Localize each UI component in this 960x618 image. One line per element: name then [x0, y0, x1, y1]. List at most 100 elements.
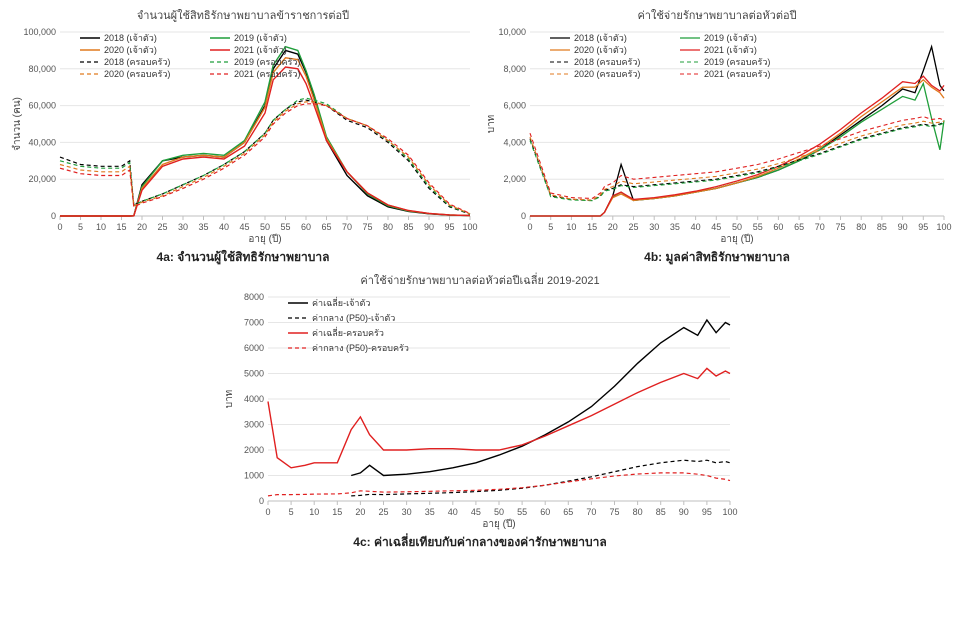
- svg-text:2019 (เจ้าตัว): 2019 (เจ้าตัว): [704, 33, 757, 43]
- svg-text:35: 35: [198, 222, 208, 232]
- svg-text:70: 70: [586, 507, 596, 517]
- svg-text:45: 45: [471, 507, 481, 517]
- svg-text:บาท: บาท: [224, 390, 235, 409]
- panel-4a: จำนวนผู้ใช้สิทธิรักษาพยาบาลข้าราชการต่อป…: [8, 6, 478, 267]
- bottom-row: ค่าใช้จ่ายรักษาพยาบาลต่อหัวต่อปีเฉลี่ย 2…: [8, 271, 952, 552]
- panel-4b: ค่าใช้จ่ายรักษาพยาบาลต่อหัวต่อปี 02,0004…: [482, 6, 952, 267]
- svg-text:8000: 8000: [244, 292, 264, 302]
- svg-text:2000: 2000: [244, 445, 264, 455]
- svg-text:3000: 3000: [244, 420, 264, 430]
- svg-text:0: 0: [57, 222, 62, 232]
- svg-text:60: 60: [773, 222, 783, 232]
- svg-text:50: 50: [732, 222, 742, 232]
- svg-text:10,000: 10,000: [498, 27, 526, 37]
- svg-text:40: 40: [219, 222, 229, 232]
- svg-text:7000: 7000: [244, 318, 264, 328]
- svg-text:4000: 4000: [244, 394, 264, 404]
- svg-text:55: 55: [517, 507, 527, 517]
- svg-text:60,000: 60,000: [28, 101, 56, 111]
- svg-text:อายุ (ปี): อายุ (ปี): [248, 233, 281, 245]
- svg-text:1000: 1000: [244, 471, 264, 481]
- chart-4b-title: ค่าใช้จ่ายรักษาพยาบาลต่อหัวต่อปี: [482, 6, 952, 24]
- svg-text:80: 80: [383, 222, 393, 232]
- svg-text:5000: 5000: [244, 369, 264, 379]
- svg-text:30: 30: [178, 222, 188, 232]
- svg-text:ค่าเฉลี่ย-ครอบครัว: ค่าเฉลี่ย-ครอบครัว: [312, 326, 384, 338]
- chart-4a-caption: 4a: จำนวนผู้ใช้สิทธิรักษาพยาบาล: [8, 248, 478, 267]
- svg-text:25: 25: [157, 222, 167, 232]
- svg-text:6,000: 6,000: [503, 101, 526, 111]
- svg-text:90: 90: [679, 507, 689, 517]
- svg-text:อายุ (ปี): อายุ (ปี): [482, 518, 515, 530]
- svg-text:40,000: 40,000: [28, 137, 56, 147]
- svg-text:2020 (ครอบครัว): 2020 (ครอบครัว): [104, 69, 170, 79]
- svg-text:10: 10: [566, 222, 576, 232]
- svg-text:0: 0: [259, 496, 264, 506]
- svg-text:100: 100: [722, 507, 737, 517]
- svg-text:0: 0: [521, 211, 526, 221]
- svg-text:20,000: 20,000: [28, 174, 56, 184]
- svg-text:0: 0: [527, 222, 532, 232]
- svg-text:25: 25: [378, 507, 388, 517]
- svg-text:75: 75: [362, 222, 372, 232]
- svg-text:95: 95: [918, 222, 928, 232]
- svg-text:90: 90: [898, 222, 908, 232]
- svg-text:20: 20: [608, 222, 618, 232]
- svg-text:40: 40: [691, 222, 701, 232]
- svg-text:ค่ากลาง (P50)-เจ้าตัว: ค่ากลาง (P50)-เจ้าตัว: [312, 313, 395, 323]
- svg-text:5: 5: [78, 222, 83, 232]
- svg-text:45: 45: [239, 222, 249, 232]
- svg-text:95: 95: [444, 222, 454, 232]
- chart-4b-svg: 02,0004,0006,0008,00010,0000510152025303…: [482, 26, 952, 246]
- svg-text:2018 (ครอบครัว): 2018 (ครอบครัว): [574, 57, 640, 67]
- svg-text:75: 75: [609, 507, 619, 517]
- svg-text:85: 85: [656, 507, 666, 517]
- svg-text:ค่ากลาง (P50)-ครอบครัว: ค่ากลาง (P50)-ครอบครัว: [312, 343, 409, 353]
- svg-text:65: 65: [563, 507, 573, 517]
- svg-text:60: 60: [540, 507, 550, 517]
- chart-4c-svg: 0100020003000400050006000700080000510152…: [220, 291, 740, 531]
- svg-text:20: 20: [355, 507, 365, 517]
- svg-text:2021 (ครอบครัว): 2021 (ครอบครัว): [234, 69, 300, 79]
- svg-text:5: 5: [289, 507, 294, 517]
- svg-text:4,000: 4,000: [503, 137, 526, 147]
- svg-text:2019 (ครอบครัว): 2019 (ครอบครัว): [704, 57, 770, 67]
- chart-4c-caption: 4c: ค่าเฉลี่ยเทียบกับค่ากลางของค่ารักษาพ…: [220, 533, 740, 552]
- top-row: จำนวนผู้ใช้สิทธิรักษาพยาบาลข้าราชการต่อป…: [8, 6, 952, 267]
- svg-text:2018 (เจ้าตัว): 2018 (เจ้าตัว): [574, 33, 627, 43]
- svg-text:5: 5: [548, 222, 553, 232]
- svg-text:50: 50: [494, 507, 504, 517]
- svg-text:80: 80: [633, 507, 643, 517]
- svg-text:บาท: บาท: [486, 115, 497, 134]
- svg-text:95: 95: [702, 507, 712, 517]
- svg-text:30: 30: [649, 222, 659, 232]
- svg-text:65: 65: [321, 222, 331, 232]
- svg-text:35: 35: [425, 507, 435, 517]
- svg-text:ค่าเฉลี่ย-เจ้าตัว: ค่าเฉลี่ย-เจ้าตัว: [312, 296, 370, 308]
- svg-text:80,000: 80,000: [28, 64, 56, 74]
- svg-text:50: 50: [260, 222, 270, 232]
- svg-text:100: 100: [936, 222, 951, 232]
- svg-text:15: 15: [587, 222, 597, 232]
- svg-text:35: 35: [670, 222, 680, 232]
- svg-text:85: 85: [877, 222, 887, 232]
- svg-text:55: 55: [280, 222, 290, 232]
- svg-text:6000: 6000: [244, 343, 264, 353]
- svg-text:65: 65: [794, 222, 804, 232]
- svg-text:0: 0: [265, 507, 270, 517]
- svg-text:80: 80: [856, 222, 866, 232]
- chart-4a-svg: 020,00040,00060,00080,000100,00005101520…: [8, 26, 478, 246]
- svg-text:90: 90: [424, 222, 434, 232]
- svg-text:85: 85: [403, 222, 413, 232]
- svg-text:70: 70: [342, 222, 352, 232]
- svg-text:100,000: 100,000: [23, 27, 56, 37]
- svg-text:15: 15: [332, 507, 342, 517]
- svg-text:40: 40: [448, 507, 458, 517]
- svg-text:75: 75: [835, 222, 845, 232]
- svg-text:2018 (เจ้าตัว): 2018 (เจ้าตัว): [104, 33, 157, 43]
- chart-4c-title: ค่าใช้จ่ายรักษาพยาบาลต่อหัวต่อปีเฉลี่ย 2…: [220, 271, 740, 289]
- svg-text:15: 15: [116, 222, 126, 232]
- svg-text:70: 70: [815, 222, 825, 232]
- svg-text:2021 (เจ้าตัว): 2021 (เจ้าตัว): [234, 45, 287, 55]
- panel-4c: ค่าใช้จ่ายรักษาพยาบาลต่อหัวต่อปีเฉลี่ย 2…: [220, 271, 740, 552]
